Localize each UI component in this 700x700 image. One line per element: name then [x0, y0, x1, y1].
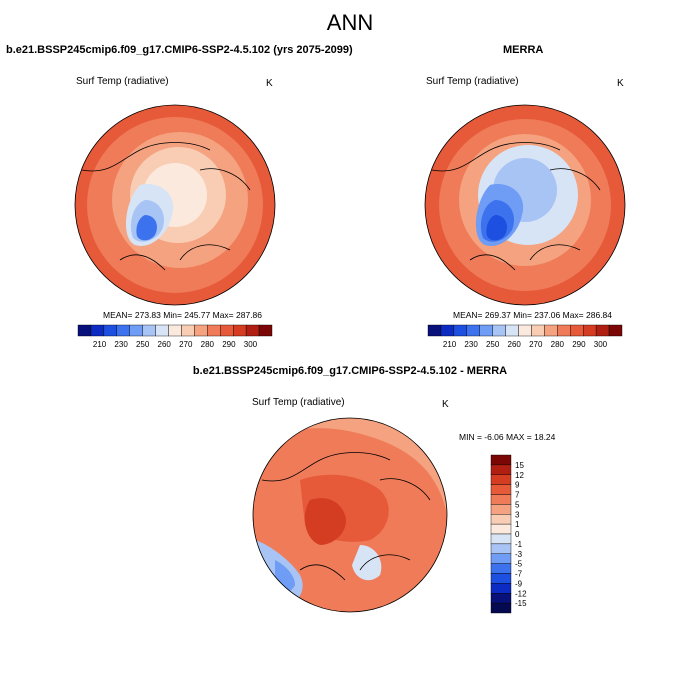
- model-stats: MEAN= 273.83 Min= 245.77 Max= 287.86: [103, 310, 263, 320]
- obs-map-border: [424, 104, 626, 306]
- diff-colorbar-swatch: [490, 563, 512, 574]
- diff-colorbar-swatch: [490, 583, 512, 594]
- model-colorbar-swatch: [258, 324, 273, 337]
- diff-colorbar-swatch: [490, 593, 512, 604]
- model-colorbar-tick-label: 270: [179, 340, 193, 349]
- obs-colorbar: 210 230 250 260 270 280 290 300: [427, 324, 623, 349]
- obs-colorbar-tick-label: 230: [464, 340, 478, 349]
- diff-colorbar-tick-label: 0: [515, 530, 520, 539]
- diff-colorbar-swatch: [490, 523, 512, 535]
- model-colorbar-tick-label: 230: [114, 340, 128, 349]
- obs-colorbar-tick-label: 270: [529, 340, 543, 349]
- diff-colorbar-tick-label: 3: [515, 510, 520, 519]
- diff-units-label: K: [442, 399, 449, 410]
- model-panel-title: b.e21.BSSP245cmip6.f09_g17.CMIP6-SSP2-4.…: [6, 44, 353, 56]
- diff-colorbar-swatch: [490, 602, 512, 614]
- obs-colorbar-tick-label: 260: [508, 340, 522, 349]
- diff-stats: MIN = -6.06 MAX = 18.24: [459, 432, 556, 442]
- diff-colorbar-swatch: [490, 474, 512, 485]
- diff-colorbar-tick-label: 15: [515, 461, 524, 470]
- model-variable-label: Surf Temp (radiative): [76, 76, 169, 87]
- obs-greenland-core: [486, 215, 507, 241]
- diff-colorbar-tick-label: -3: [515, 550, 523, 559]
- diff-field-north: [253, 418, 447, 515]
- diff-colorbar-swatch: [490, 573, 512, 584]
- obs-colorbar-tick-label: 290: [572, 340, 586, 349]
- diff-colorbar-tick-label: 7: [515, 491, 520, 500]
- diff-colorbar-swatch: [490, 543, 512, 554]
- model-greenland-core: [136, 215, 157, 241]
- obs-colorbar-tick-label: 250: [486, 340, 500, 349]
- diff-colorbar-swatch: [490, 454, 512, 466]
- diff-colorbar-tick-label: -9: [515, 579, 523, 588]
- diff-colorbar-swatch: [490, 553, 512, 564]
- model-colorbar: 210 230 250 260 270 280 290 300: [77, 324, 273, 349]
- diff-colorbar-tick-label: -15: [515, 599, 527, 608]
- model-units-label: K: [266, 78, 273, 89]
- diff-colorbar-tick-label: 1: [515, 520, 520, 529]
- diff-colorbar-tick-label: 5: [515, 500, 520, 509]
- model-coastlines: [81, 142, 251, 271]
- obs-panel-title: MERRA: [503, 44, 544, 56]
- diff-colorbar-swatch: [490, 533, 512, 545]
- diff-colorbar-swatch: [490, 504, 512, 515]
- obs-variable-label: Surf Temp (radiative): [426, 76, 519, 87]
- model-colorbar-tick-label: 260: [158, 340, 172, 349]
- diff-colorbar-tick-label: 9: [515, 481, 520, 490]
- diff-colorbar-swatch: [490, 494, 512, 505]
- diff-coastlines: [261, 452, 431, 581]
- diff-colorbar-swatch: [490, 514, 512, 525]
- obs-stats: MEAN= 269.37 Min= 237.06 Max= 286.84: [453, 310, 613, 320]
- model-map-border: [74, 104, 276, 306]
- model-colorbar-tick-label: 210: [93, 340, 107, 349]
- diff-colorbar-swatch: [490, 484, 512, 495]
- diff-variable-label: Surf Temp (radiative): [252, 397, 345, 408]
- obs-units-label: K: [617, 78, 624, 89]
- model-colorbar-tick-label: 290: [222, 340, 236, 349]
- diff-greenland-warm: [304, 498, 346, 545]
- page-title: ANN: [326, 10, 374, 35]
- diff-panel-title: b.e21.BSSP245cmip6.f09_g17.CMIP6-SSP2-4.…: [192, 365, 508, 377]
- model-colorbar-tick-label: 250: [136, 340, 150, 349]
- diff-colorbar-tick-label: -12: [515, 589, 527, 598]
- model-colorbar-tick-label: 280: [201, 340, 215, 349]
- diff-colorbar-tick-label: 12: [515, 471, 524, 480]
- model-colorbar-tick-label: 300: [244, 340, 258, 349]
- diff-colorbar-swatch: [490, 464, 512, 475]
- obs-colorbar-tick-label: 210: [443, 340, 457, 349]
- obs-coastlines: [431, 142, 601, 271]
- obs-colorbar-swatch: [608, 324, 623, 337]
- diff-map-border: [252, 417, 448, 613]
- obs-colorbar-tick-label: 280: [551, 340, 565, 349]
- diff-colorbar-tick-label: -1: [515, 540, 523, 549]
- obs-colorbar-tick-label: 300: [594, 340, 608, 349]
- diff-colorbar-tick-label: -7: [515, 570, 523, 579]
- diff-colorbar-tick-label: -5: [515, 560, 523, 569]
